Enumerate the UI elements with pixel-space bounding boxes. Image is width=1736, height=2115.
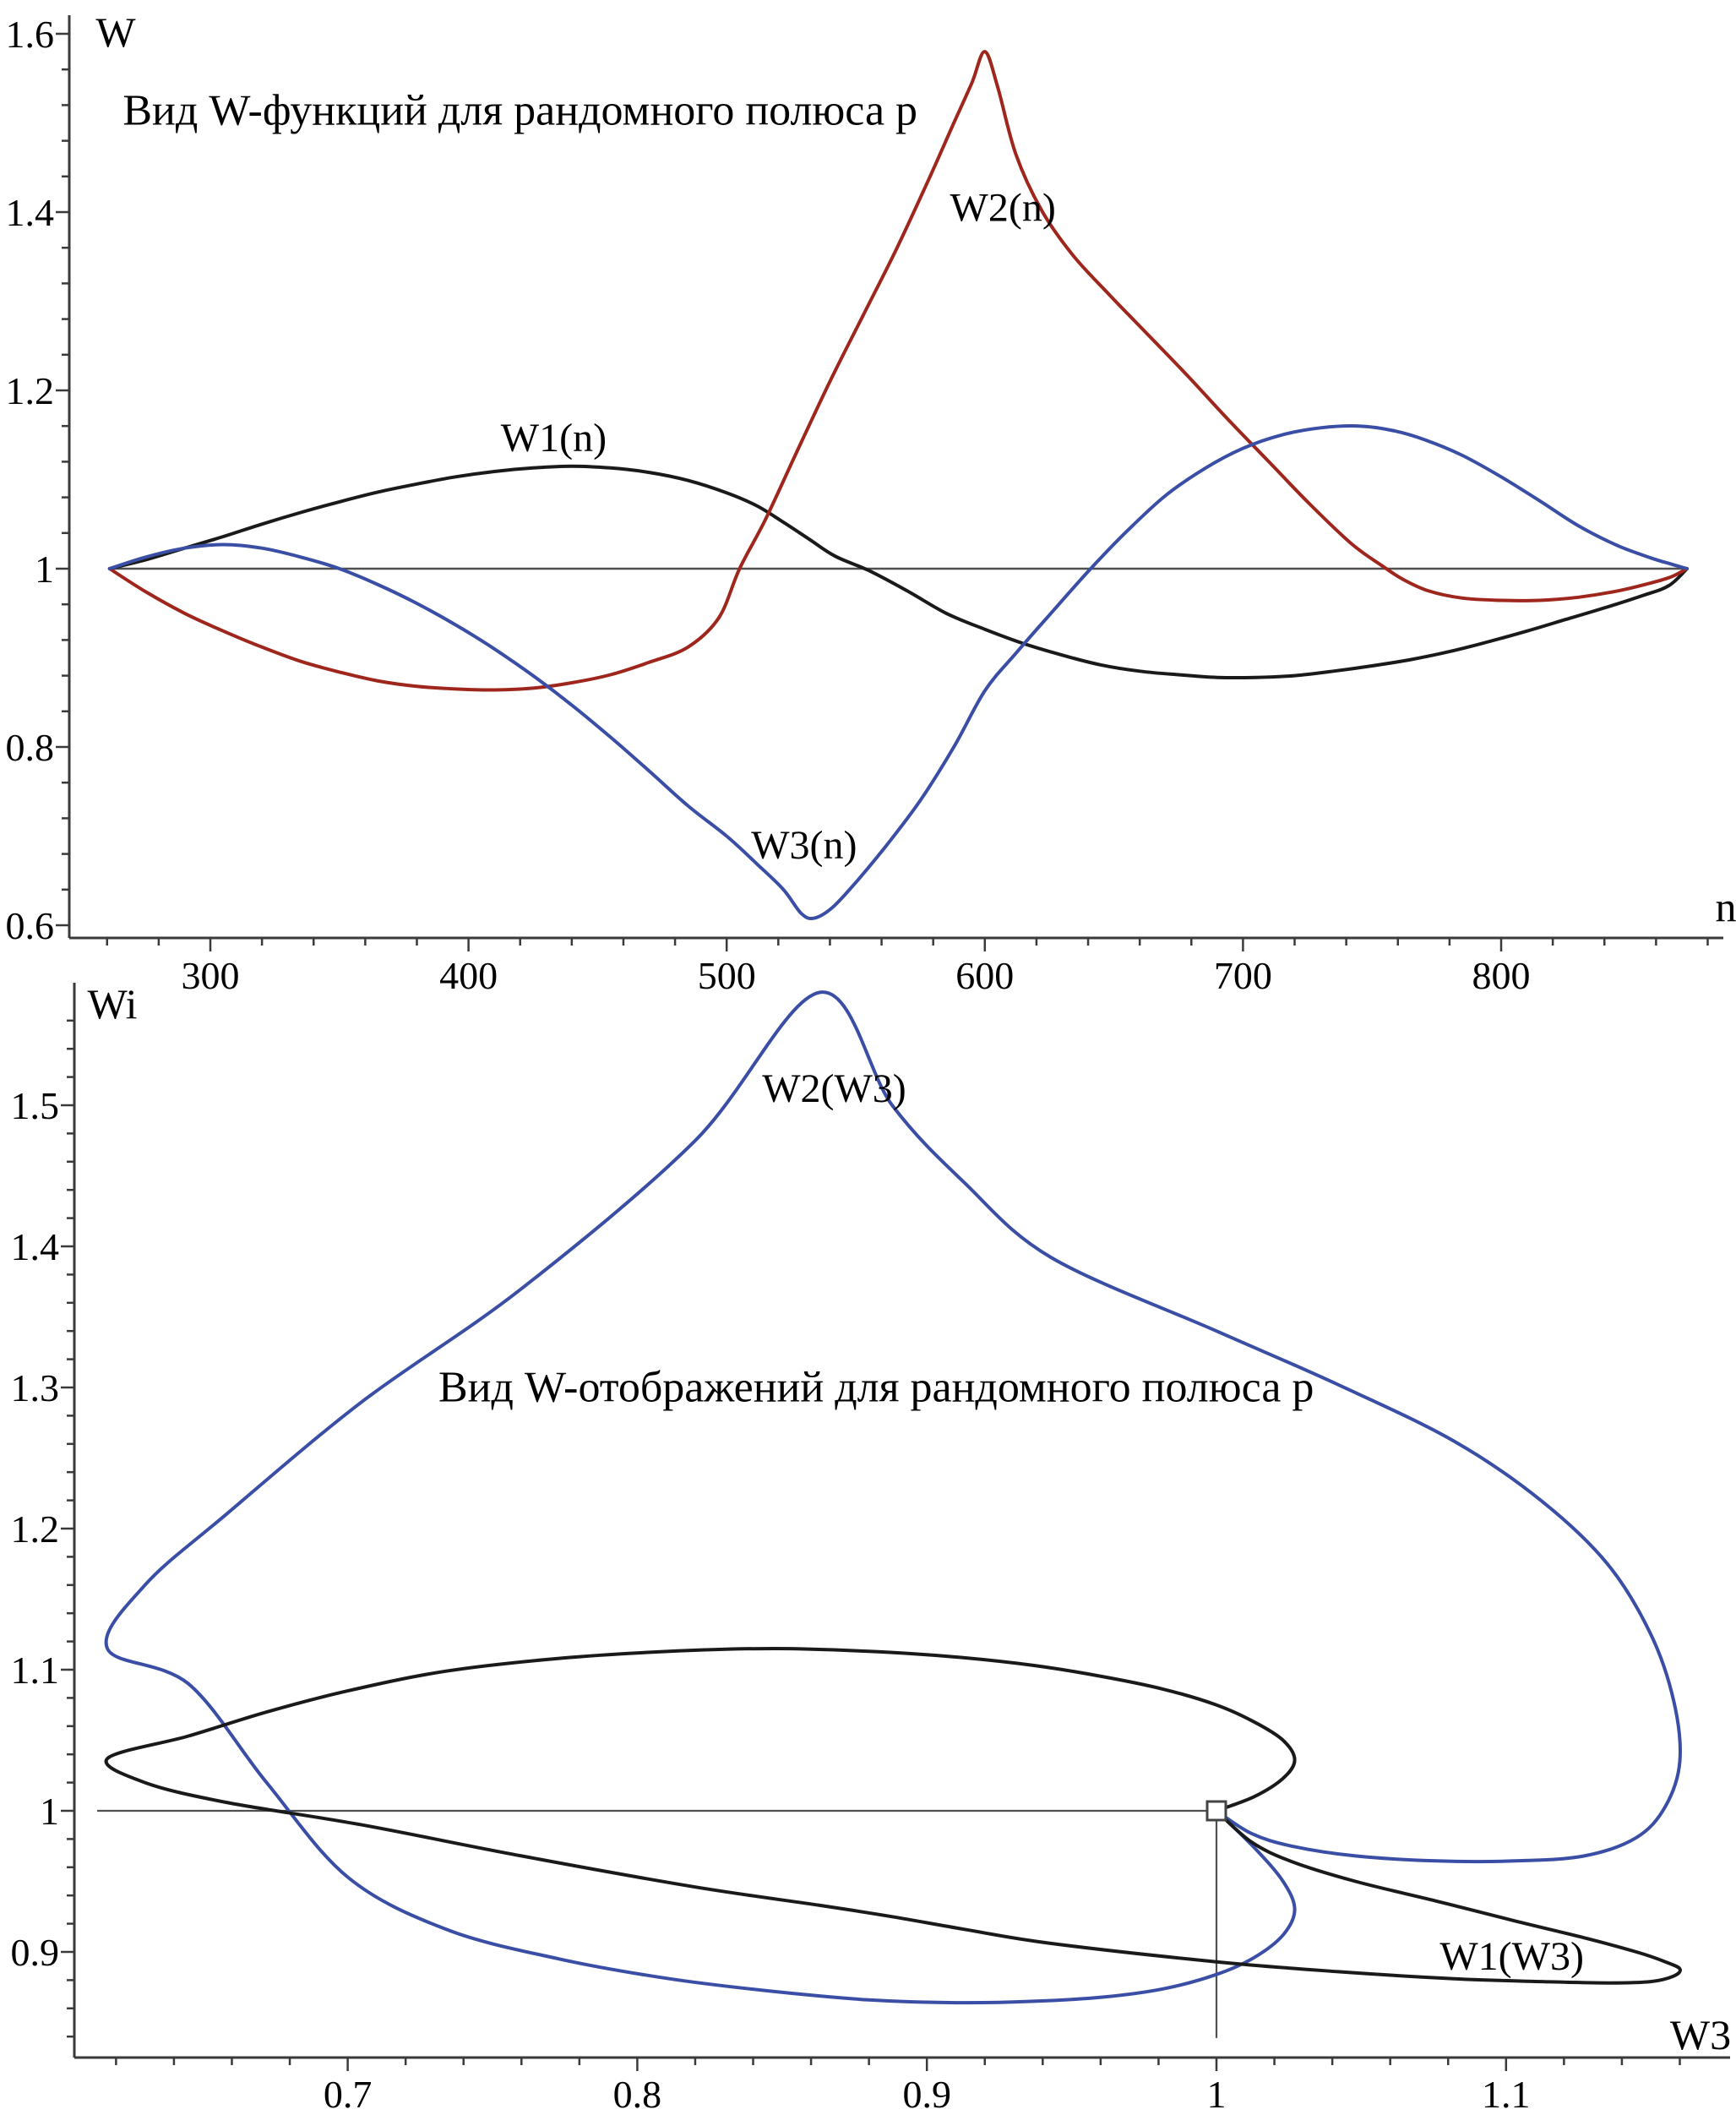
curve-label-w2-w3: W2(W3) bbox=[762, 1066, 906, 1111]
x-tick-label: 0.7 bbox=[324, 2073, 373, 2115]
bottom-chart-tick-labels: 0.7 0.8 0.9 1 1.1 0.9 1 1.1 1.2 1.3 1.4 1.5 bbox=[11, 1084, 1531, 2115]
curve-w2-n bbox=[107, 50, 1689, 692]
y-tick-label: 1.1 bbox=[11, 1649, 60, 1692]
x-tick-label: 1 bbox=[1207, 2073, 1227, 2115]
y-axis-title: Wi bbox=[87, 980, 137, 1028]
curve-label-w1-w3: W1(W3) bbox=[1439, 1934, 1584, 1979]
x-axis-title: n bbox=[1716, 883, 1736, 930]
curve-w2-w3 bbox=[104, 990, 1682, 2005]
curve-w3-n bbox=[107, 424, 1689, 921]
x-tick-label: 600 bbox=[955, 954, 1014, 997]
curve-w1-n bbox=[107, 464, 1689, 680]
y-tick-label: 1.6 bbox=[6, 13, 55, 56]
top-chart-title: Вид W-функций для рандомного полюса p bbox=[122, 87, 917, 135]
y-tick-label: 1.4 bbox=[11, 1225, 60, 1268]
y-tick-label: 1 bbox=[40, 1790, 59, 1833]
x-tick-label: 500 bbox=[698, 954, 756, 997]
x-tick-label: 1.1 bbox=[1482, 2073, 1531, 2115]
curve-label-w3-n: W3(n) bbox=[751, 823, 857, 868]
y-tick-label: 1.2 bbox=[11, 1507, 60, 1551]
x-tick-label: 700 bbox=[1214, 954, 1272, 997]
top-chart-axes bbox=[68, 15, 1723, 940]
x-tick-label: 0.8 bbox=[613, 2073, 662, 2115]
bottom-chart-title: Вид W-отображений для рандомного полюса … bbox=[438, 1363, 1314, 1411]
y-tick-label: 1.2 bbox=[6, 369, 55, 412]
y-tick-label: 1.4 bbox=[6, 191, 55, 234]
top-chart-ticks bbox=[56, 32, 1709, 951]
y-tick-label: 1.5 bbox=[11, 1084, 60, 1127]
bottom-chart-axes bbox=[73, 983, 1730, 2059]
y-tick-label: 0.8 bbox=[6, 726, 55, 769]
y-axis-title: W bbox=[95, 8, 136, 56]
top-chart: 300 400 500 600 700 800 0.6 0.8 1 1.2 1.4 1.6 n W W1(n… bbox=[6, 8, 1736, 997]
x-axis-title: W3 bbox=[1670, 2011, 1731, 2058]
y-tick-label: 0.9 bbox=[11, 1931, 60, 1974]
curve-w1-w3 bbox=[104, 1647, 1682, 1985]
x-tick-label: 400 bbox=[439, 954, 498, 997]
curve-label-w2-n: W2(n) bbox=[950, 186, 1056, 231]
fixed-point-marker bbox=[1205, 1800, 1227, 1822]
curve-label-w1-n: W1(n) bbox=[501, 416, 607, 461]
x-tick-label: 300 bbox=[182, 954, 240, 997]
bottom-chart-ticks bbox=[61, 1019, 1681, 2071]
x-tick-label: 0.9 bbox=[902, 2073, 951, 2115]
y-tick-label: 0.6 bbox=[6, 904, 55, 947]
y-tick-label: 1 bbox=[35, 548, 54, 591]
top-chart-tick-labels: 300 400 500 600 700 800 0.6 0.8 1 1.2 1.4 1.6 bbox=[6, 13, 1531, 997]
y-tick-label: 1.3 bbox=[11, 1366, 60, 1409]
x-tick-label: 800 bbox=[1472, 954, 1531, 997]
bottom-chart: 0.7 0.8 0.9 1 1.1 0.9 1 1.1 1.2 1.3 1.4 1.5 W3 Wi W2(W… bbox=[11, 980, 1732, 2115]
